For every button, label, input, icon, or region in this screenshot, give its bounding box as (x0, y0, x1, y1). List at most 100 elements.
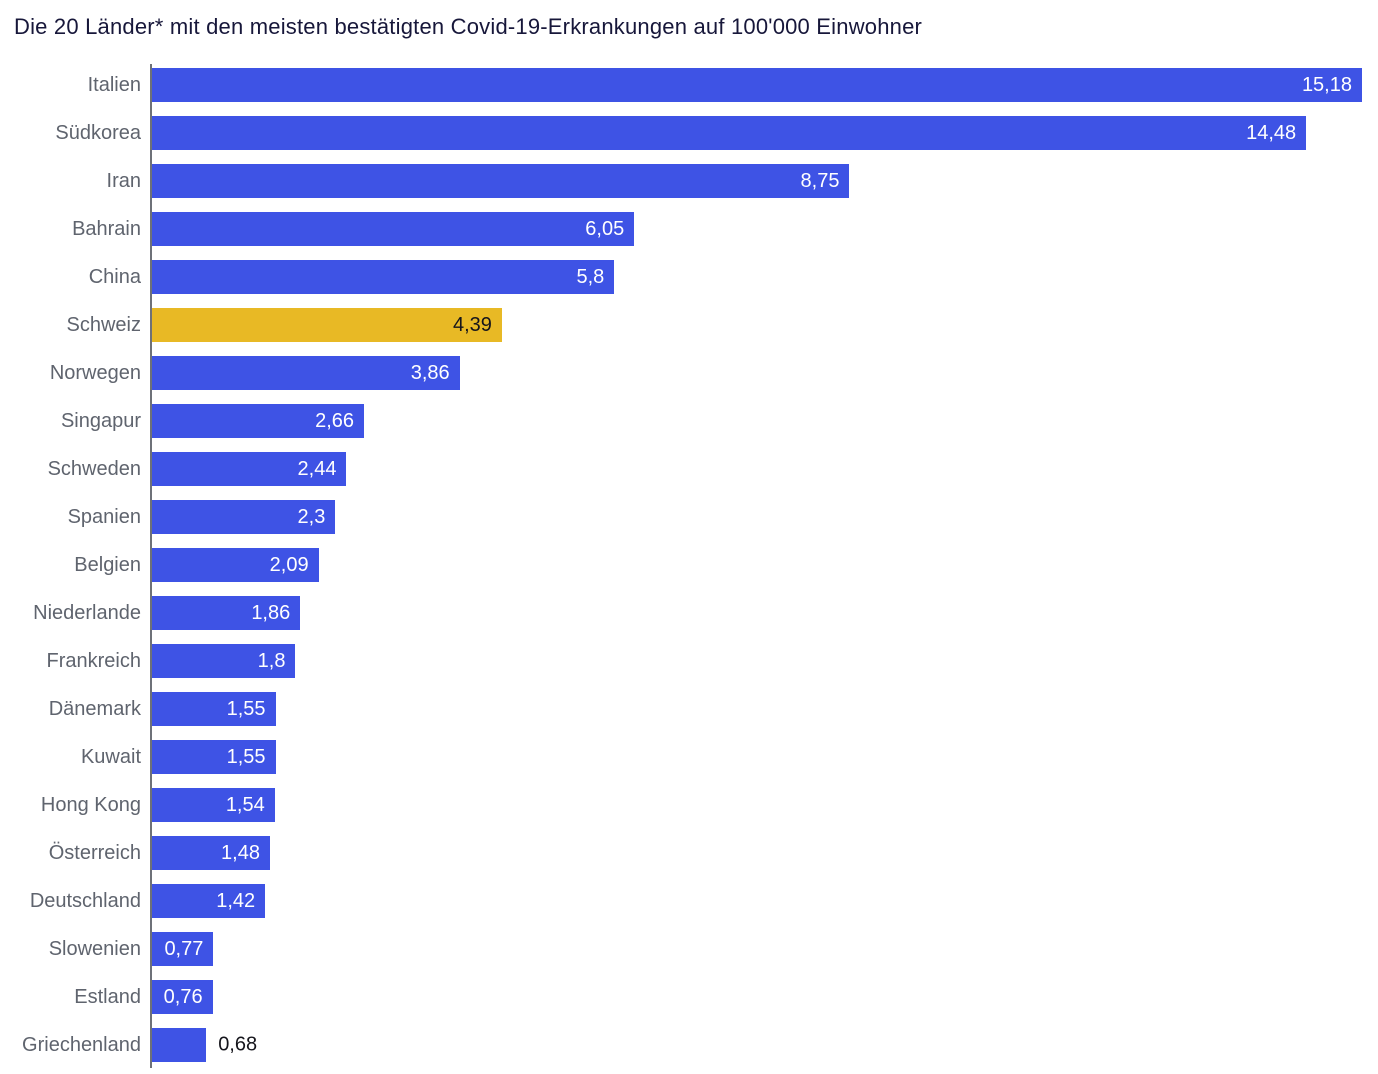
bar: 2,44 (152, 452, 347, 486)
bar: 1,86 (152, 596, 301, 630)
bar: 1,42 (152, 884, 266, 918)
bar: 2,66 (152, 404, 365, 438)
bar: 15,18 (152, 68, 1362, 102)
value-label: 1,42 (216, 889, 256, 912)
chart-row: Österreich 1,48 (0, 829, 1378, 877)
country-label: Kuwait (80, 745, 141, 768)
country-label: Belgien (74, 553, 141, 576)
value-label: 2,09 (269, 553, 309, 576)
value-label: 4,39 (452, 313, 492, 336)
value-label: 1,54 (225, 793, 265, 816)
value-label: 1,86 (251, 601, 291, 624)
chart-row: Hong Kong 1,54 (0, 781, 1378, 829)
chart-row: Schweden 2,44 (0, 445, 1378, 493)
bar-area: 1,86 (150, 596, 1378, 630)
bar-area: 15,18 (150, 68, 1378, 102)
country-label: Dänemark (48, 697, 141, 720)
chart-row: Spanien 2,3 (0, 493, 1378, 541)
value-label: 1,8 (257, 649, 286, 672)
bar (152, 1028, 207, 1062)
bar-area: 1,8 (150, 644, 1378, 678)
value-label: 2,66 (315, 409, 355, 432)
chart-row: Slowenien 0,77 (0, 925, 1378, 973)
bar-highlighted: 4,39 (152, 308, 502, 342)
value-label: 15,18 (1301, 73, 1352, 96)
chart-row: Italien 15,18 (0, 61, 1378, 109)
chart-row: Deutschland 1,42 (0, 877, 1378, 925)
bar: 1,55 (152, 740, 276, 774)
chart-row: Kuwait 1,55 (0, 733, 1378, 781)
chart-row: Schweiz 4,39 (0, 301, 1378, 349)
bar: 14,48 (152, 116, 1307, 150)
country-label: Bahrain (72, 217, 141, 240)
bar-area: 1,54 (150, 788, 1378, 822)
bar: 3,86 (152, 356, 460, 390)
bar: 0,77 (152, 932, 214, 966)
bar-area: 1,42 (150, 884, 1378, 918)
chart-title: Die 20 Länder* mit den meisten bestätigt… (14, 14, 923, 39)
chart-row: China 5,8 (0, 253, 1378, 301)
value-label: 0,77 (164, 937, 204, 960)
value-label: 2,3 (297, 505, 326, 528)
country-label: Schweiz (66, 313, 141, 336)
country-label: Frankreich (46, 649, 141, 672)
country-label: Italien (87, 73, 141, 96)
country-label: Deutschland (29, 889, 141, 912)
bar: 2,3 (152, 500, 336, 534)
value-label: 6,05 (585, 217, 625, 240)
chart-row: Frankreich 1,8 (0, 637, 1378, 685)
bar-area: 0,77 (150, 932, 1378, 966)
chart-row: Südkorea 14,48 (0, 109, 1378, 157)
value-label: 5,8 (576, 265, 605, 288)
value-label: 0,68 (218, 1033, 258, 1056)
country-label: Iran (106, 169, 141, 192)
chart-row: Estland 0,76 (0, 973, 1378, 1021)
country-label: Südkorea (55, 121, 141, 144)
bar: 6,05 (152, 212, 635, 246)
bar: 0,76 (152, 980, 213, 1014)
bar-area: 2,09 (150, 548, 1378, 582)
chart-rows: Italien 15,18 Südkorea 14,48 Iran 8,75 Bahrain… (0, 61, 1378, 1069)
bar-area: 1,55 (150, 740, 1378, 774)
country-label: Schweden (47, 457, 141, 480)
value-label: 3,86 (410, 361, 450, 384)
bar: 1,48 (152, 836, 270, 870)
bar-area: 2,66 (150, 404, 1378, 438)
bar-area: 0,76 (150, 980, 1378, 1014)
value-label: 8,75 (800, 169, 840, 192)
chart-row: Dänemark 1,55 (0, 685, 1378, 733)
bar: 1,8 (152, 644, 296, 678)
bar-chart: Italien 15,18 Südkorea 14,48 Iran 8,75 Bahrain… (0, 61, 1378, 1074)
bar-area: 0,68 (150, 1028, 1378, 1062)
bar: 1,54 (152, 788, 275, 822)
value-label: 1,48 (221, 841, 260, 864)
value-label: 1,55 (226, 745, 266, 768)
bar-area: 14,48 (150, 116, 1378, 150)
y-axis-line (150, 64, 152, 1068)
bar-area: 8,75 (150, 164, 1378, 198)
value-label: 1,55 (226, 697, 266, 720)
country-label: Griechenland (22, 1033, 141, 1056)
bar-area: 1,48 (150, 836, 1378, 870)
chart-row: Bahrain 6,05 (0, 205, 1378, 253)
chart-row: Iran 8,75 (0, 157, 1378, 205)
chart-row: Griechenland 0,68 (0, 1021, 1378, 1069)
country-label: Norwegen (49, 361, 141, 384)
country-label: Hong Kong (40, 793, 141, 816)
value-label: 2,44 (297, 457, 337, 480)
country-label: Singapur (60, 409, 141, 432)
country-label: Österreich (48, 841, 141, 864)
bar-area: 2,44 (150, 452, 1378, 486)
bar-area: 5,8 (150, 260, 1378, 294)
country-label: China (88, 265, 141, 288)
chart-row: Norwegen 3,86 (0, 349, 1378, 397)
country-label: Estland (74, 985, 141, 1008)
bar: 1,55 (152, 692, 276, 726)
bar-area: 3,86 (150, 356, 1378, 390)
bar-area: 2,3 (150, 500, 1378, 534)
bar: 5,8 (152, 260, 615, 294)
value-label: 0,76 (163, 985, 203, 1008)
bar-area: 6,05 (150, 212, 1378, 246)
bar-area: 4,39 (150, 308, 1378, 342)
